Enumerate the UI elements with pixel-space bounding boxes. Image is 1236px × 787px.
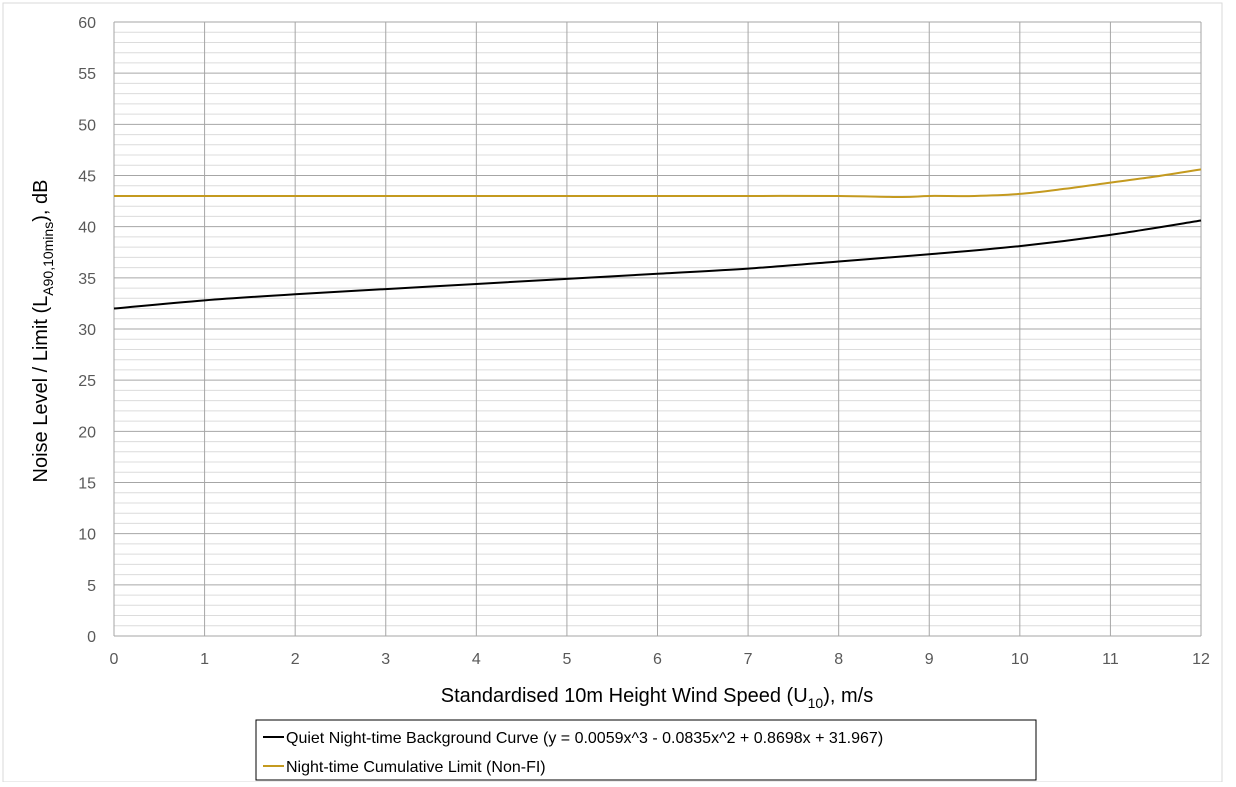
- x-tick-label: 7: [744, 651, 753, 668]
- x-tick-label: 5: [562, 651, 571, 668]
- y-tick-label: 15: [78, 476, 96, 493]
- x-tick-label: 4: [472, 651, 481, 668]
- y-tick-label: 10: [78, 527, 96, 544]
- x-tick-label: 3: [381, 651, 390, 668]
- x-tick-label: 8: [834, 651, 843, 668]
- y-tick-label: 60: [78, 15, 96, 32]
- x-tick-label: 2: [291, 651, 300, 668]
- y-tick-labels: 0 5 10 15 20 25 30 35 40 45 50 55 60: [78, 15, 96, 646]
- x-tick-labels: 0 1 2 3 4 5 6 7 8 9 10 11 12: [110, 651, 1210, 668]
- series-layer: [113, 168, 1202, 310]
- y-tick-label: 35: [78, 271, 96, 288]
- x-tick-label: 10: [1011, 651, 1029, 668]
- major-gridlines: [113, 21, 1202, 637]
- x-tick-label: 9: [925, 651, 934, 668]
- cumulative-limit-line: [114, 168, 1202, 198]
- x-tick-label: 6: [653, 651, 662, 668]
- legend-box: [255, 719, 1037, 781]
- y-tick-label: 50: [78, 117, 96, 134]
- y-tick-label: 20: [78, 424, 96, 441]
- legend-label-background-curve: Quiet Night-time Background Curve (y = 0…: [286, 730, 883, 747]
- x-tick-label: 0: [110, 651, 119, 668]
- y-tick-label: 55: [78, 66, 96, 83]
- x-tick-label: 12: [1192, 651, 1210, 668]
- y-tick-label: 45: [78, 169, 96, 186]
- y-tick-label: 5: [87, 578, 96, 595]
- background-curve-line: [113, 219, 1202, 310]
- y-tick-label: 40: [78, 220, 96, 237]
- legend: Quiet Night-time Background Curve (y = 0…: [255, 719, 1037, 781]
- x-axis-title: Standardised 10m Height Wind Speed (U10)…: [441, 685, 873, 711]
- x-tick-label: 1: [200, 651, 209, 668]
- y-axis-title: Noise Level / Limit (LA90,10mins), dB: [30, 180, 56, 483]
- y-tick-label: 30: [78, 322, 96, 339]
- legend-label-cumulative-limit: Night-time Cumulative Limit (Non-FI): [286, 759, 546, 776]
- y-tick-label: 25: [78, 373, 96, 390]
- x-tick-label: 11: [1102, 651, 1119, 668]
- y-tick-label: 0: [87, 629, 96, 646]
